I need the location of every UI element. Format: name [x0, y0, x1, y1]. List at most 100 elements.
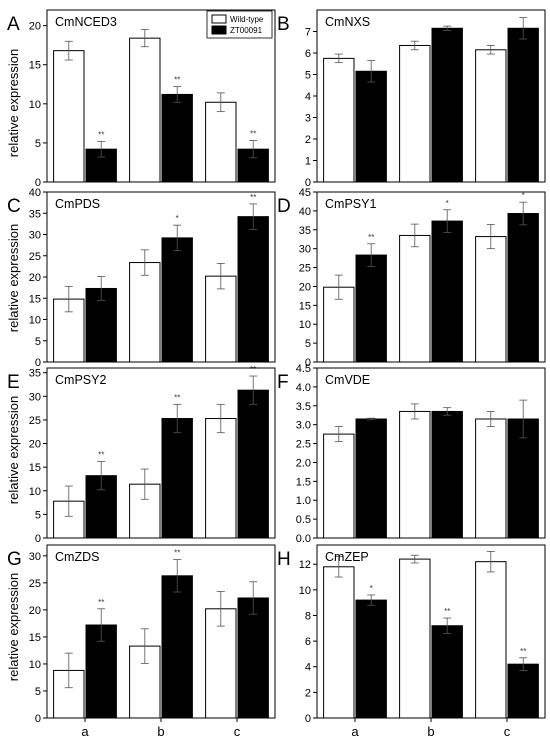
y-tick-label: 15	[299, 300, 311, 312]
y-tick-label: 2.0	[296, 457, 311, 469]
y-tick-label: 30	[29, 551, 41, 563]
x-tick-label: a	[351, 724, 359, 739]
y-tick-label: 1.0	[296, 495, 311, 507]
significance-marker: **	[174, 393, 180, 402]
bar-wild-type	[399, 234, 431, 363]
y-tick-label: 45	[299, 187, 311, 199]
y-tick-label: 25	[29, 251, 41, 263]
y-tick-label: 30	[299, 244, 311, 256]
y-tick-label: 20	[29, 272, 41, 284]
bar-zt00091	[507, 213, 539, 363]
panel-letter: F	[277, 372, 289, 393]
significance-marker: **	[98, 598, 104, 607]
y-tick-label: 0	[305, 713, 311, 725]
y-tick-label: 20	[29, 21, 41, 33]
significance-marker: **	[174, 549, 180, 558]
significance-marker: *	[522, 191, 525, 200]
legend-swatch-zt00091	[211, 25, 227, 35]
plot-frame	[46, 9, 276, 183]
legend-label-zt00091: ZT00091	[230, 26, 263, 35]
bar-zt00091	[355, 418, 387, 539]
y-tick-label: 20	[29, 605, 41, 617]
y-tick-label: 0.5	[296, 514, 311, 526]
y-tick-label: 1	[305, 156, 311, 168]
y-tick-label: 35	[29, 368, 41, 380]
x-tick-label: a	[81, 724, 89, 739]
panel-title: CmZEP	[325, 550, 369, 564]
legend: Wild-type ZT00091	[206, 10, 273, 39]
y-tick-label: 30	[29, 230, 41, 242]
panel-letter: G	[7, 549, 22, 570]
y-tick-label: 5	[35, 336, 41, 348]
y-tick-label: 3.5	[296, 401, 311, 413]
bar-wild-type	[475, 236, 507, 363]
bar-zt00091	[161, 93, 193, 183]
x-tick-label: b	[157, 724, 164, 739]
y-tick-label: 25	[29, 578, 41, 590]
panel-title: CmNXS	[325, 15, 370, 29]
y-tick-label: 35	[299, 225, 311, 237]
significance-marker: **	[520, 647, 526, 656]
bar-wild-type	[323, 57, 355, 183]
y-tick-label: 0	[35, 357, 41, 369]
y-tick-label: 30	[29, 391, 41, 403]
plot-frame	[316, 191, 546, 363]
y-tick-label: 4	[305, 91, 311, 103]
y-tick-label: 15	[29, 462, 41, 474]
significance-marker: **	[250, 130, 256, 139]
chart-panel-a: 0 5 10 15 20 ** ** ** A CmNCED3	[7, 9, 276, 189]
panel-title: CmZDS	[55, 550, 99, 564]
significance-marker: **	[250, 365, 256, 374]
y-tick-label: 3	[305, 113, 311, 125]
x-tick-label: b	[427, 724, 434, 739]
bar-wild-type	[399, 558, 431, 719]
bar-wild-type	[205, 101, 237, 183]
significance-marker: **	[250, 193, 256, 202]
y-tick-label: 5	[305, 70, 311, 82]
bar-zt00091	[355, 70, 387, 183]
significance-marker: *	[446, 199, 449, 208]
panel-title: CmPDS	[55, 197, 100, 211]
y-tick-label: 10	[29, 315, 41, 327]
y-tick-label: 5	[305, 338, 311, 350]
bar-zt00091	[507, 663, 539, 719]
y-tick-label: 7	[305, 27, 311, 39]
plot-frame	[46, 367, 276, 539]
y-tick-label: 15	[29, 632, 41, 644]
chart-panel-h: 0 2 4 6 8 10 12 * a ** b ** c H CmZEP	[277, 544, 546, 739]
panel-letter: A	[7, 14, 20, 35]
chart-panel-b: 0 1 2 3 4 5 6 7 B CmNXS	[277, 9, 546, 189]
y-tick-label: 0	[35, 533, 41, 545]
panel-title: CmPSY1	[325, 197, 376, 211]
y-tick-label: 2	[305, 687, 311, 699]
y-tick-label: 1.5	[296, 476, 311, 488]
y-tick-label: 0	[35, 713, 41, 725]
y-tick-label: 15	[29, 60, 41, 72]
y-tick-label: 10	[299, 319, 311, 331]
bar-zt00091	[161, 575, 193, 719]
y-axis-label-g: relative expression	[6, 573, 21, 681]
x-tick-label: c	[234, 724, 241, 739]
y-tick-label: 0	[35, 177, 41, 189]
panel-letter: E	[7, 372, 20, 393]
bar-wild-type	[205, 418, 237, 539]
significance-marker: *	[370, 584, 373, 593]
y-tick-label: 6	[305, 48, 311, 60]
y-tick-label: 5	[35, 509, 41, 521]
y-axis-label-e: relative expression	[6, 396, 21, 504]
bar-zt00091	[161, 418, 193, 539]
bar-zt00091	[507, 27, 539, 183]
bar-zt00091	[431, 220, 463, 363]
y-tick-label: 6	[305, 636, 311, 648]
y-tick-label: 5	[35, 686, 41, 698]
panel-title: CmNCED3	[55, 15, 117, 29]
chart-panel-f: 0.0 0.5 1.0 1.5 2.0 2.5 3.0 3.5 4.0 4.5 F CmVDE	[277, 363, 546, 545]
y-tick-label: 10	[29, 99, 41, 111]
legend-swatch-wild-type	[211, 14, 227, 24]
y-tick-label: 2	[305, 134, 311, 146]
y-tick-label: 20	[29, 439, 41, 451]
y-tick-label: 5	[35, 138, 41, 150]
